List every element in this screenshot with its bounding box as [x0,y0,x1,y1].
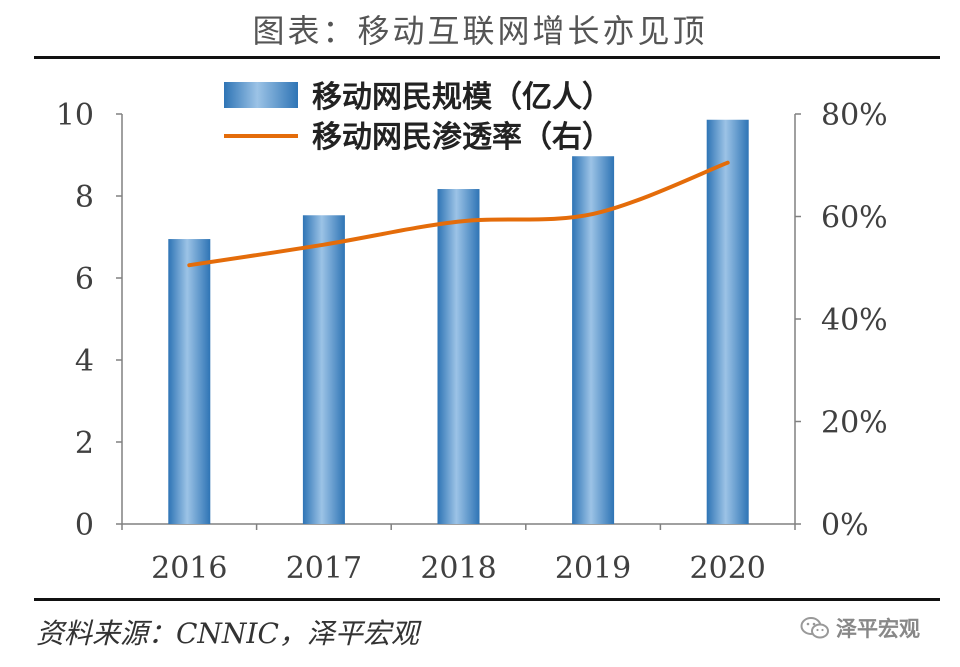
legend-bar-swatch [224,82,298,108]
y-tick-label-right: 80% [821,98,888,133]
top-divider [34,56,940,59]
chart: 0 2 4 6 8 10 0% 20% 40% 60% 80% 2016 2017 2018 2019 202… [56,80,888,586]
watermark-text: 泽平宏观 [836,617,920,641]
wechat-icon [800,617,829,639]
page-title: 图表：移动互联网增长亦见顶 [252,12,708,50]
legend-label-bar: 移动网民规模（亿人） [312,80,612,115]
y-tick-label-left: 10 [56,98,94,133]
y-tick-label-right: 40% [821,303,888,338]
bar [302,215,345,524]
y-tick-label-left: 6 [75,262,94,297]
bar [437,189,480,524]
x-tick-label: 2020 [690,551,766,586]
y-tick-label-right: 60% [821,201,888,236]
source-note: 资料来源：CNNIC，泽平宏观 [36,617,419,650]
x-tick-label: 2016 [151,551,227,586]
y-tick-label-left: 0 [75,508,94,543]
bottom-divider [34,598,940,601]
x-tick-label: 2018 [420,551,496,586]
bar [706,119,749,525]
watermark: 泽平宏观 [800,610,920,646]
x-tick-label: 2017 [286,551,362,586]
bar [168,239,211,525]
y-tick-label-left: 4 [75,344,94,379]
y-tick-label-right: 0% [821,508,869,543]
y-tick-label-left: 8 [75,180,94,215]
x-tick-label: 2019 [555,551,631,586]
legend-label-line: 移动网民渗透率（右） [312,120,612,155]
y-tick-label-right: 20% [821,406,888,441]
y-tick-label-left: 2 [75,426,94,461]
